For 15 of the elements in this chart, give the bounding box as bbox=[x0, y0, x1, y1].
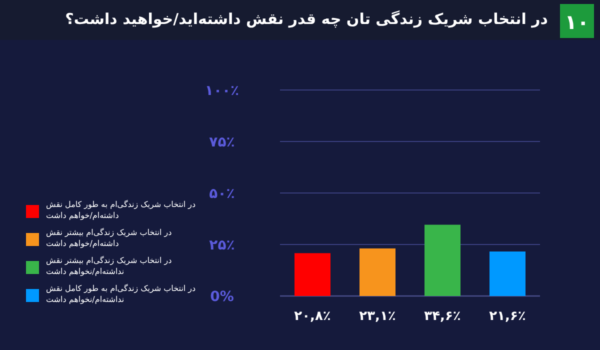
legend-label: در انتخاب شریک زندگی‌ام به طور کامل نقش نداشته‌ام/نخواهم داشت bbox=[46, 283, 197, 305]
y-tick-label: ۷۵٪ bbox=[209, 134, 235, 150]
chart-title: در انتخاب شریک زندگی تان چه قدر نقش داشته‌اید/خواهید داشت؟ bbox=[65, 10, 548, 28]
y-tick-label: 0% bbox=[210, 289, 234, 305]
text: ۲۱,۶٪ bbox=[489, 309, 526, 324]
text: ۲۰,۸٪ bbox=[294, 309, 331, 324]
legend-label: در انتخاب شریک زندگی‌ام به طور کامل نقش داشته‌ام/خواهم داشت bbox=[46, 199, 197, 221]
text: ۲۳,۱٪ bbox=[359, 309, 396, 324]
text: ۱۰ bbox=[564, 10, 590, 34]
legend-label: در انتخاب شریک زندگی‌ام بیشتر نقش داشته‌ام/خواهم داشت bbox=[46, 227, 173, 249]
legend-label: در انتخاب شریک زندگی‌ام بیشتر نقش نداشته‌ام/نخواهم داشت bbox=[46, 255, 173, 277]
y-tick-label: ۲۵٪ bbox=[209, 238, 235, 254]
y-tick-label: ۱۰۰٪ bbox=[204, 83, 240, 99]
text: ۳۴,۶٪ bbox=[424, 309, 461, 324]
y-tick-label: ۵۰٪ bbox=[209, 186, 235, 202]
